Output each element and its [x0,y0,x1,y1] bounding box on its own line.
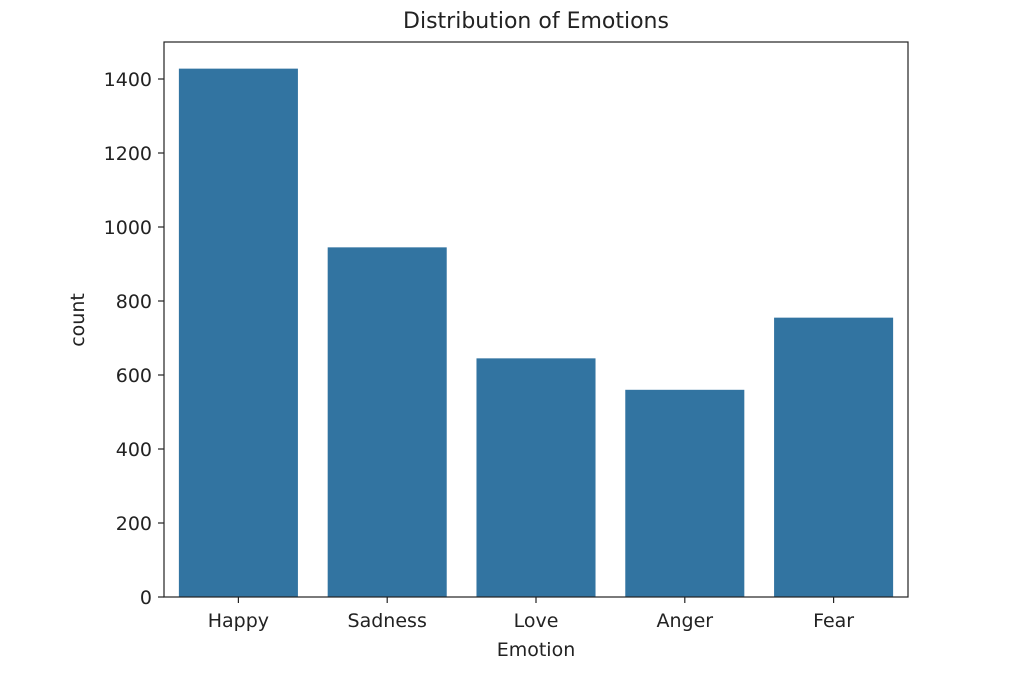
bar-love [476,358,596,597]
x-tick-label: Fear [813,610,854,632]
x-tick-label: Love [514,610,559,632]
y-tick-label: 0 [140,587,152,609]
chart-title: Distribution of Emotions [403,9,669,34]
y-tick-label: 800 [116,291,152,313]
bar-sadness [327,247,447,597]
y-tick-label: 1200 [104,143,152,165]
x-axis-ticks: Happy Sadness Love Anger Fear [208,597,854,632]
x-axis-label: Emotion [497,639,576,661]
plot-frame [163,41,909,598]
y-tick-label: 200 [116,513,152,535]
y-tick-label: 1000 [104,217,152,239]
y-axis-ticks: 0 200 400 600 800 1000 1200 1400 [104,69,164,609]
y-tick-label: 400 [116,439,152,461]
y-axis-label: count [67,293,89,347]
x-tick-label: Happy [208,610,269,632]
bar-happy [178,68,298,597]
y-tick-label: 1400 [104,69,152,91]
y-tick-label: 600 [116,365,152,387]
bar-fear [774,317,894,597]
x-tick-label: Anger [656,610,713,632]
bar-anger [625,389,745,597]
bar-group [178,68,894,597]
x-tick-label: Sadness [348,610,427,632]
